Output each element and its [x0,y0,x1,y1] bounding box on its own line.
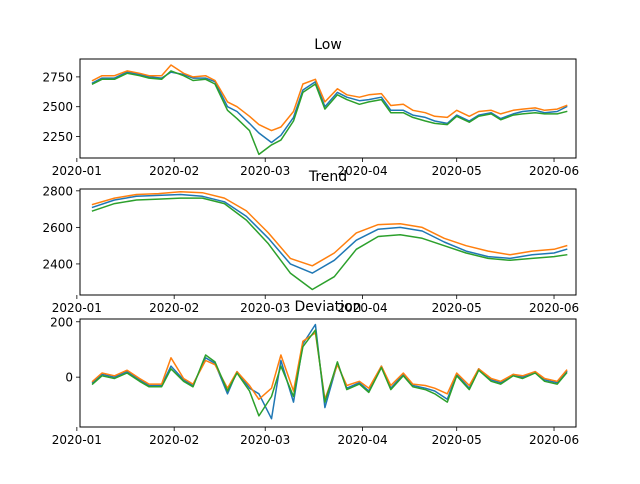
y-tick-label: 2800 [42,184,73,198]
x-tick-label: 2020-01 [52,164,102,178]
series-line-3 [91,197,568,291]
y-tick-label: 2500 [42,100,73,114]
series-line-3 [91,70,568,156]
y-tick-label: 200 [50,315,73,329]
x-tick-label: 2020-03 [240,301,290,315]
y-tick-label: 2250 [42,130,73,144]
trend-panel-title: Trend [308,169,347,185]
y-tick-label: 2600 [42,221,73,235]
axes-frame [79,318,577,428]
x-tick-label: 2020-06 [529,301,579,315]
x-tick-label: 2020-05 [432,433,482,447]
series-line-1 [91,193,568,274]
low-panel-title: Low [314,37,342,53]
x-tick-label: 2020-01 [52,301,102,315]
x-tick-label: 2020-04 [337,164,387,178]
x-tick-label: 2020-05 [432,164,482,178]
low-panel: 2020-01 2020-02 2020-03 2020-04 2020-05 2020-… [42,37,579,178]
y-tick-label: 2750 [42,70,73,84]
deviation-panel: 2020-01 2020-02 2020-03 2020-04 2020-05 2020-… [50,299,579,447]
x-tick-label: 2020-06 [529,164,579,178]
trend-panel: 2020-01 2020-02 2020-03 2020-04 2020-05 2020-… [42,169,579,315]
x-tick-label: 2020-02 [149,433,199,447]
axes-frame [79,58,577,159]
y-tick-label: 0 [65,371,73,385]
x-tick-label: 2020-05 [432,301,482,315]
series-line-1 [91,71,568,144]
x-tick-label: 2020-02 [149,164,199,178]
deviation-panel-title: Deviation [295,299,362,315]
axes-frame [79,188,577,296]
series-line-3 [91,329,568,417]
x-tick-label: 2020-03 [240,433,290,447]
x-tick-label: 2020-04 [337,433,387,447]
series-line-2 [91,64,568,132]
x-tick-label: 2020-03 [240,164,290,178]
x-tick-label: 2020-01 [52,433,102,447]
y-tick-label: 2400 [42,257,73,271]
x-tick-label: 2020-06 [529,433,579,447]
x-tick-label: 2020-04 [337,301,387,315]
x-tick-label: 2020-02 [149,301,199,315]
series-line-1 [91,323,568,420]
series-line-2 [91,190,568,267]
